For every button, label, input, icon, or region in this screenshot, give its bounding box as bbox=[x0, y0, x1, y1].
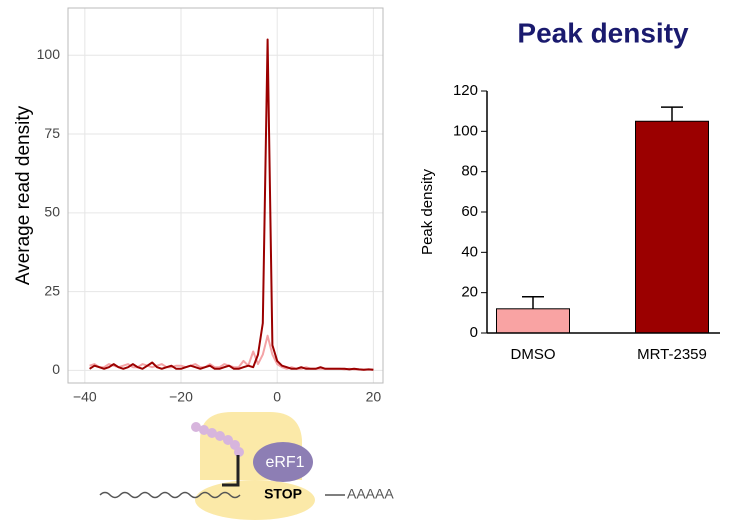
tail-label: AAAAA bbox=[347, 486, 394, 502]
x-tick-label: DMSO bbox=[511, 346, 556, 363]
erf1-label: eRF1 bbox=[265, 454, 304, 471]
line-series bbox=[89, 38, 374, 371]
bar bbox=[496, 308, 570, 334]
peptide-chain bbox=[191, 422, 244, 457]
erf1-shape bbox=[253, 442, 313, 482]
y-tick-label: 0 bbox=[52, 361, 60, 377]
y-axis-label: Average read density bbox=[13, 105, 34, 285]
y-tick-label: 25 bbox=[44, 282, 60, 298]
y-tick-label: 75 bbox=[44, 125, 60, 141]
y-axis-label: Peak density bbox=[419, 169, 436, 255]
y-tick-label: 80 bbox=[461, 163, 478, 180]
y-tick-label: 120 bbox=[453, 82, 478, 99]
ribosome-small bbox=[195, 480, 315, 520]
y-tick-label: 20 bbox=[461, 284, 478, 301]
x-tick-label: 20 bbox=[366, 389, 382, 405]
x-tick-label: −40 bbox=[73, 389, 97, 405]
y-tick-label: 50 bbox=[44, 204, 60, 220]
y-tick-label: 40 bbox=[461, 243, 478, 260]
y-tick-label: 100 bbox=[453, 122, 478, 139]
plot-border bbox=[67, 7, 384, 384]
y-tick-label: 60 bbox=[461, 203, 478, 220]
bar bbox=[635, 120, 709, 334]
y-tick-label: 0 bbox=[470, 324, 478, 341]
mrna bbox=[99, 491, 241, 499]
stop-label: STOP bbox=[264, 486, 302, 502]
x-tick-label: MRT-2359 bbox=[637, 346, 707, 363]
trna bbox=[222, 455, 240, 487]
x-tick-label: 0 bbox=[273, 389, 281, 405]
x-tick-label: −20 bbox=[169, 389, 193, 405]
y-tick-label: 100 bbox=[37, 46, 61, 62]
chart-title: Peak density bbox=[517, 17, 689, 48]
ribosome-diagram: eRF1 STOP AAAAA bbox=[99, 412, 394, 520]
